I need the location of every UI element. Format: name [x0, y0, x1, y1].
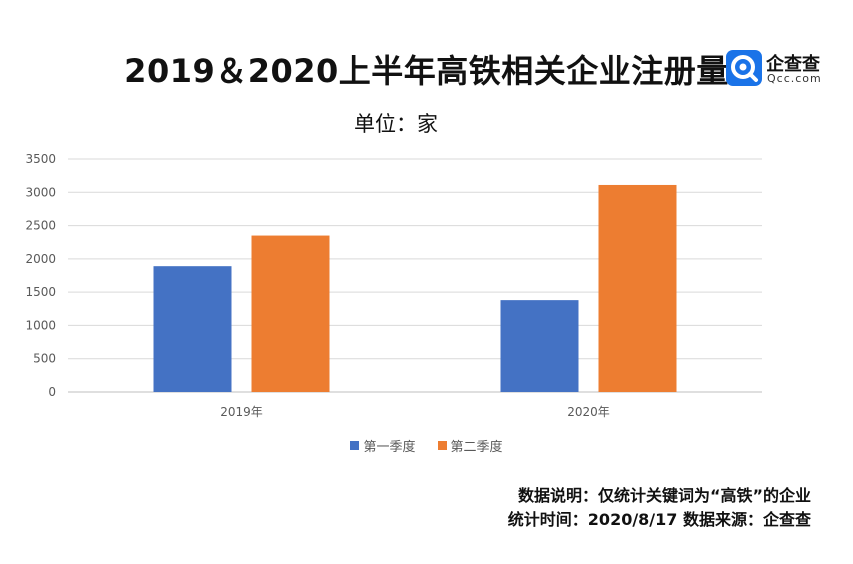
legend-item-q2: 第二季度 [437, 436, 503, 455]
data-source: 统计时间：2020/8/17 数据来源：企查查 [507, 510, 811, 529]
legend-item-q1: 第一季度 [350, 436, 416, 455]
bar-1-2 [251, 235, 330, 392]
y-tick-label: 500 [33, 352, 56, 366]
legend-swatch-q1 [350, 441, 360, 450]
y-tick-label: 2000 [25, 252, 56, 266]
y-tick-label: 2500 [25, 219, 56, 233]
chart-subtitle: 单位：家 [354, 112, 438, 136]
bar-2-2 [598, 184, 677, 392]
qcc-logo: 企查查 Qcc.com [726, 47, 841, 89]
y-tick-label: 3000 [25, 185, 56, 199]
legend-label-q2: 第二季度 [450, 440, 503, 455]
y-tick-label: 1500 [25, 285, 56, 299]
legend-swatch-q2 [437, 441, 447, 450]
y-tick-label: 0 [48, 385, 56, 399]
legend-label-q1: 第一季度 [363, 440, 416, 455]
bar-2-1 [500, 300, 579, 392]
chart-title: 2019＆2020上半年高铁相关企业注册量 [124, 52, 729, 90]
data-note: 数据说明：仅统计关键词为“高铁”的企业 [517, 486, 811, 505]
y-tick-label: 3500 [25, 152, 56, 166]
logo-domain: Qcc.com [767, 72, 822, 85]
qcc-logo-icon [726, 50, 762, 86]
y-tick-label: 1000 [25, 318, 56, 332]
chart-legend: 第一季度 第二季度 [0, 436, 853, 455]
x-tick-label: 2020年 [567, 405, 610, 419]
bar-1-1 [153, 266, 232, 392]
logo-name: 企查查 [766, 54, 820, 75]
x-tick-label: 2019年 [220, 405, 263, 419]
